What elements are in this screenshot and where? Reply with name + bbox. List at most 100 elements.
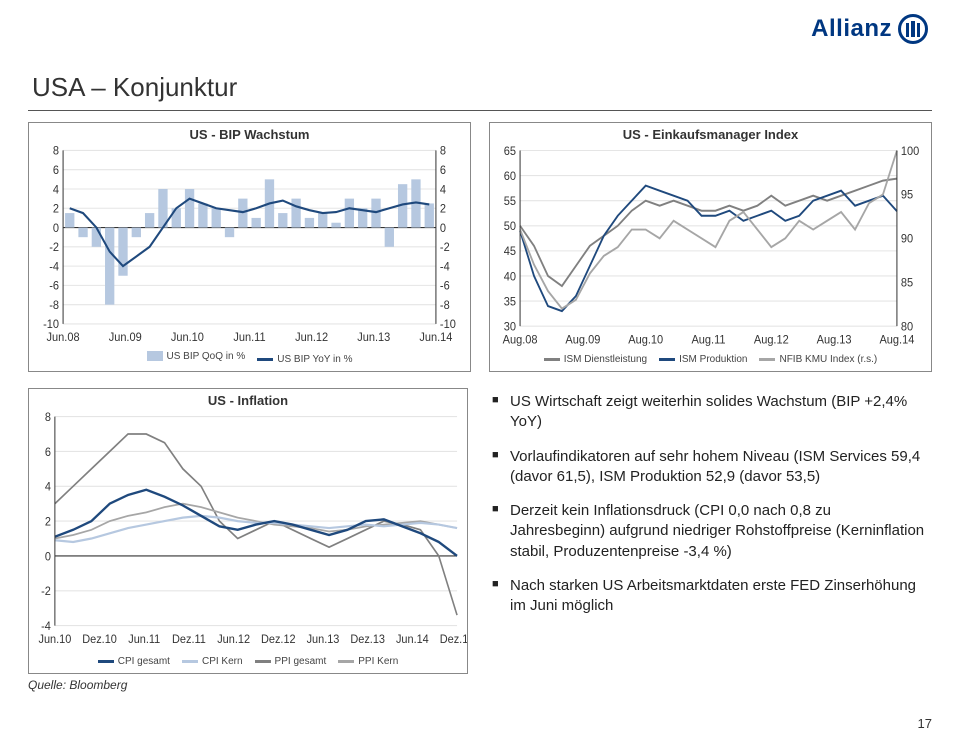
svg-text:95: 95 [901,189,913,201]
svg-text:Dez.14: Dez.14 [440,634,467,647]
svg-text:-2: -2 [41,586,51,599]
svg-text:Jun.13: Jun.13 [357,332,390,344]
svg-text:Aug.14: Aug.14 [879,334,914,346]
chart3-legend: CPI gesamt CPI Kern PPI gesamt PPI Kern [29,652,467,673]
svg-text:8: 8 [53,145,59,157]
svg-text:-2: -2 [440,242,450,254]
svg-text:-10: -10 [440,319,456,331]
legend-item: NFIB KMU Index (r.s.) [759,354,877,365]
legend-item: ISM Produktion [659,354,747,365]
svg-text:-8: -8 [49,300,59,312]
legend-label: PPI Kern [358,656,398,667]
svg-text:6: 6 [53,165,59,177]
svg-text:4: 4 [53,184,59,196]
legend-label: CPI gesamt [118,656,170,667]
svg-text:Jun.10: Jun.10 [38,634,71,647]
chart1-title: US - BIP Wachstum [29,123,470,144]
legend-label: ISM Produktion [679,354,747,365]
legend-item: PPI Kern [338,656,398,667]
chart3-body: -4-202468Jun.10Dez.10Jun.11Dez.11Jun.12D… [29,410,467,652]
chart1-legend: US BIP QoQ in % US BIP YoY in % [29,348,470,372]
svg-text:2: 2 [45,516,51,529]
svg-text:-4: -4 [41,621,51,634]
bullet-item: Vorlaufindikatoren auf sehr hohem Niveau… [492,447,928,488]
legend-swatch [255,660,271,663]
svg-text:85: 85 [901,277,913,289]
chart2-title: US - Einkaufsmanager Index [490,123,931,144]
page-title: USA – Konjunktur [32,72,237,103]
svg-text:Aug.08: Aug.08 [503,334,538,346]
legend-item: PPI gesamt [255,656,327,667]
svg-text:Dez.10: Dez.10 [82,634,117,647]
chart3-title: US - Inflation [29,389,467,410]
svg-text:Dez.13: Dez.13 [350,634,385,647]
chart2-legend: ISM Dienstleistung ISM Produktion NFIB KMU… [490,350,931,371]
brand-name: Allianz [811,15,892,43]
bullet-item: Derzeit kein Inflationsdruck (CPI 0,0 na… [492,501,928,562]
svg-text:6: 6 [440,165,446,177]
svg-text:4: 4 [440,184,446,196]
svg-text:Jun.09: Jun.09 [109,332,142,344]
svg-text:45: 45 [504,246,516,258]
bottom-row: US - Inflation -4 -2 0 2 4 6 8 Jun.10 Dez.10 Jun.… [28,388,932,674]
top-charts-row: US - BIP Wachstum -10-10-8-8-6-6-4-4-2-2… [28,122,932,372]
svg-text:4: 4 [45,481,52,494]
brand-mark-icon [898,14,928,44]
svg-text:8: 8 [45,412,51,425]
svg-text:Jun.11: Jun.11 [128,634,160,647]
svg-text:2: 2 [53,203,59,215]
divider [28,110,932,111]
svg-text:Aug.11: Aug.11 [691,334,725,346]
svg-text:0: 0 [440,223,446,235]
svg-text:Jun.12: Jun.12 [217,634,250,647]
svg-text:Jun.12: Jun.12 [295,332,328,344]
svg-text:50: 50 [504,221,516,233]
legend-swatch [257,358,273,361]
svg-text:0: 0 [53,223,59,235]
svg-text:Jun.14: Jun.14 [419,332,452,344]
svg-text:55: 55 [504,196,516,208]
svg-text:35: 35 [504,296,516,308]
svg-text:100: 100 [901,145,919,157]
svg-text:-10: -10 [43,319,59,331]
svg-text:-2: -2 [49,242,59,254]
brand-logo: Allianz [811,14,928,44]
svg-text:-4: -4 [49,261,59,273]
svg-text:Aug.09: Aug.09 [565,334,600,346]
svg-text:Jun.08: Jun.08 [47,332,80,344]
legend-swatch [147,351,163,361]
legend-swatch [759,358,775,361]
svg-text:2: 2 [440,203,446,215]
legend-label: ISM Dienstleistung [564,354,647,365]
legend-label: PPI gesamt [275,656,327,667]
legend-swatch [659,358,675,361]
svg-text:60: 60 [504,171,516,183]
svg-text:Jun.13: Jun.13 [307,634,340,647]
legend-label: US BIP YoY in % [277,354,352,365]
svg-text:-4: -4 [440,261,450,273]
svg-text:Jun.10: Jun.10 [171,332,204,344]
svg-text:Jun.11: Jun.11 [233,332,265,344]
bullet-list: US Wirtschaft zeigt weiterhin solides Wa… [486,388,932,674]
chart-bip-wachstum: US - BIP Wachstum -10-10-8-8-6-6-4-4-2-2… [28,122,471,372]
svg-text:Aug.10: Aug.10 [628,334,663,346]
legend-item: CPI Kern [182,656,243,667]
chart2-body: 303540455055606580859095100Aug.08Aug.09A… [490,144,931,350]
legend-item: US BIP QoQ in % [147,351,246,362]
legend-swatch [338,660,354,663]
legend-item: US BIP YoY in % [257,354,352,365]
legend-item: ISM Dienstleistung [544,354,647,365]
bullet-item: Nach starken US Arbeitsmarktdaten erste … [492,576,928,617]
svg-text:30: 30 [504,321,516,333]
source-text: Quelle: Bloomberg [28,678,127,692]
svg-text:-8: -8 [440,300,450,312]
svg-text:90: 90 [901,233,913,245]
svg-text:65: 65 [504,145,516,157]
legend-item: CPI gesamt [98,656,170,667]
svg-text:-6: -6 [440,280,450,292]
svg-text:Jun.14: Jun.14 [396,634,429,647]
svg-text:Dez.12: Dez.12 [261,634,296,647]
chart-einkaufsmanager: US - Einkaufsmanager Index 3035404550556… [489,122,932,372]
svg-text:6: 6 [45,446,51,459]
svg-text:0: 0 [45,551,51,564]
